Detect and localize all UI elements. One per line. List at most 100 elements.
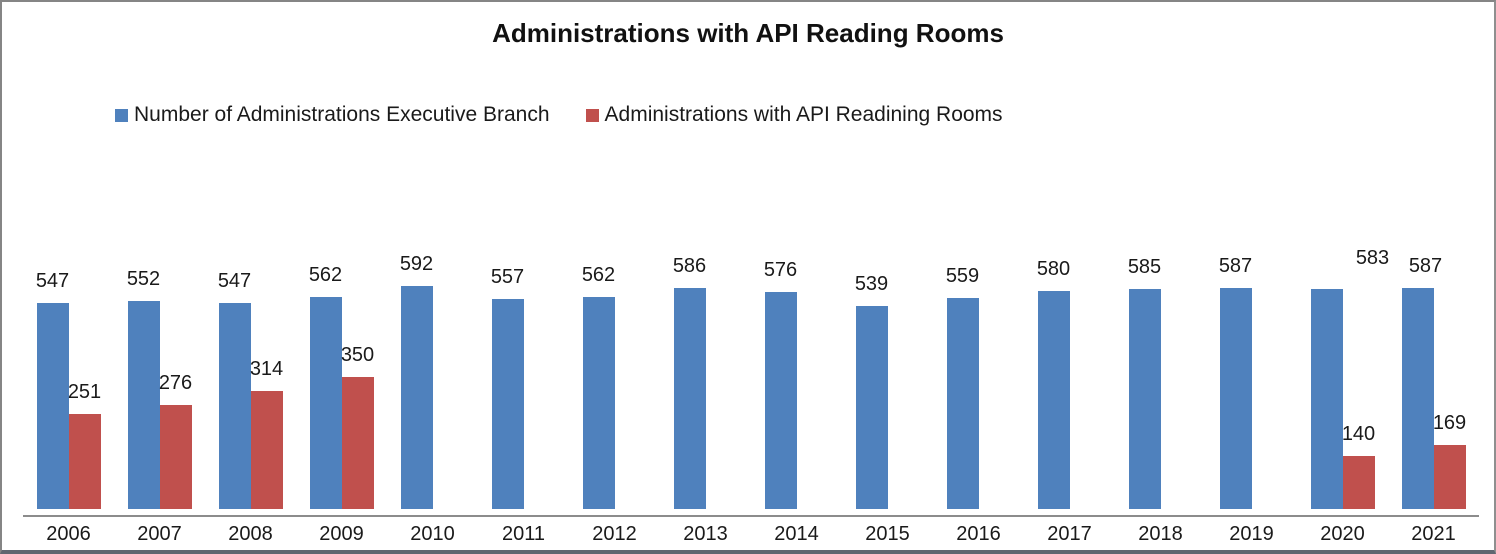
bar-pair: 557: [491, 266, 556, 509]
bar-label-red-2009: 350: [340, 344, 375, 366]
bar-blue-2012: [582, 297, 615, 509]
bar-label-blue-2019: 587: [1218, 255, 1253, 277]
legend: Number of Administrations Executive Bran…: [115, 103, 1003, 127]
bar-pair: 552 276: [127, 268, 192, 509]
bar-red-2007: [159, 405, 192, 509]
bar-blue-2007: [127, 301, 160, 509]
bar-label-red-2008: 314: [249, 358, 284, 380]
x-axis-label-2018: 2018: [1138, 523, 1183, 545]
category-2015: 539: [842, 2, 933, 509]
barwrap: 276: [159, 372, 192, 509]
category-2013: 586: [660, 2, 751, 509]
bar-pair: 562 350: [309, 264, 374, 509]
category-2019: 587: [1206, 2, 1297, 509]
plot-area: 547 251 552 276 547 314 562 350 592 557 562 586 576 5…: [23, 2, 1479, 509]
bar-blue-2016: [946, 298, 979, 509]
x-axis-line: [23, 515, 1479, 517]
bar-pair: 587: [1219, 255, 1284, 509]
bar-red-2020: [1342, 456, 1375, 509]
barwrap: 586: [673, 255, 706, 509]
barwrap: 314: [250, 358, 283, 509]
category-2018: 585: [1115, 2, 1206, 509]
bar-pair: 580: [1037, 258, 1102, 509]
bar-label-blue-2013: 586: [672, 255, 707, 277]
bar-label-blue-2009: 562: [308, 264, 343, 286]
barwrap: 562: [582, 264, 615, 509]
bar-blue-2014: [764, 292, 797, 509]
barwrap: 251: [68, 381, 101, 509]
bar-label-blue-2011: 557: [490, 266, 525, 288]
barwrap: 547: [218, 270, 251, 509]
barwrap: 585: [1128, 256, 1161, 509]
bar-label-blue-2021: 587: [1408, 255, 1443, 277]
bar-red-2006: [68, 414, 101, 509]
category-2012: 562: [569, 2, 660, 509]
bar-blue-2021: [1401, 288, 1434, 509]
category-2017: 580: [1024, 2, 1115, 509]
legend-label: Administrations with API Readining Rooms: [604, 103, 1003, 126]
legend-item-api-reading-rooms: Administrations with API Readining Rooms: [585, 103, 1003, 127]
x-axis-label-2007: 2007: [137, 523, 182, 545]
x-axis-label-2010: 2010: [410, 523, 455, 545]
bar-blue-2010: [400, 286, 433, 509]
bar-red-2009: [341, 377, 374, 509]
x-axis-label-2019: 2019: [1229, 523, 1274, 545]
category-2008: 547 314: [205, 2, 296, 509]
bar-blue-2013: [673, 288, 706, 509]
bar-label-blue-2018: 585: [1127, 256, 1162, 278]
legend-marker-red-icon: [585, 108, 599, 122]
bar-label-blue-2008: 547: [217, 270, 252, 292]
barwrap: 350: [341, 344, 374, 509]
barwrap: 557: [491, 266, 524, 509]
bar-blue-2008: [218, 303, 251, 509]
bar-pair: 559: [946, 265, 1011, 509]
x-axis-label-2021: 2021: [1411, 523, 1456, 545]
bar-label-blue-2006: 547: [35, 270, 70, 292]
x-axis-label-2009: 2009: [319, 523, 364, 545]
x-axis-labels: 2006 2007 2008 2009 2010 2011 2012 2013 2014 2015…: [23, 523, 1479, 546]
barwrap: 576: [764, 259, 797, 509]
bar-label-blue-2015: 539: [854, 273, 889, 295]
bar-pair: 547 251: [36, 270, 101, 509]
bar-blue-2006: [36, 303, 69, 509]
barwrap: 539: [855, 273, 888, 509]
barwrap: 562: [309, 264, 342, 509]
bar-blue-2009: [309, 297, 342, 509]
bar-blue-2019: [1219, 288, 1252, 509]
bar-label-blue-2010: 592: [399, 253, 434, 275]
bar-label-red-2006: 251: [67, 381, 102, 403]
barwrap: 169: [1433, 412, 1466, 509]
bar-label-blue-2007: 552: [126, 268, 161, 290]
x-axis-label-2017: 2017: [1047, 523, 1092, 545]
barwrap: 140: [1342, 423, 1375, 509]
bar-label-red-2020: 140: [1341, 423, 1376, 445]
bar-label-blue-2020: 583: [1355, 247, 1390, 269]
legend-marker-blue-icon: [115, 108, 128, 122]
category-2014: 576: [751, 2, 842, 509]
bar-blue-2015: [855, 306, 888, 509]
x-axis-label-2011: 2011: [501, 523, 545, 545]
bar-blue-2018: [1128, 289, 1161, 509]
bar-pair: 547 314: [218, 270, 283, 509]
bar-pair: 587 169: [1401, 255, 1466, 509]
bar-pair: 576: [764, 259, 829, 509]
barwrap: 587: [1401, 255, 1442, 509]
bars-container: 547 251 552 276 547 314 562 350 592 557 562 586 576 5…: [23, 2, 1479, 509]
x-axis-label-2012: 2012: [592, 523, 637, 545]
bar-pair: 583 140: [1310, 247, 1389, 509]
category-2010: 592: [387, 2, 478, 509]
barwrap: 583: [1310, 247, 1389, 509]
bar-pair: 585: [1128, 256, 1193, 509]
bar-label-blue-2016: 559: [945, 265, 980, 287]
x-axis-label-2015: 2015: [865, 523, 910, 545]
legend-item-executive-branch: Number of Administrations Executive Bran…: [115, 103, 550, 127]
bar-blue-2017: [1037, 291, 1070, 509]
x-axis-label-2008: 2008: [228, 523, 273, 545]
barwrap: 592: [400, 253, 433, 509]
bar-blue-2011: [491, 299, 524, 509]
category-2011: 557: [478, 2, 569, 509]
bar-pair: 586: [673, 255, 738, 509]
category-2007: 552 276: [114, 2, 205, 509]
chart-title: Administrations with API Reading Rooms: [492, 18, 1004, 48]
